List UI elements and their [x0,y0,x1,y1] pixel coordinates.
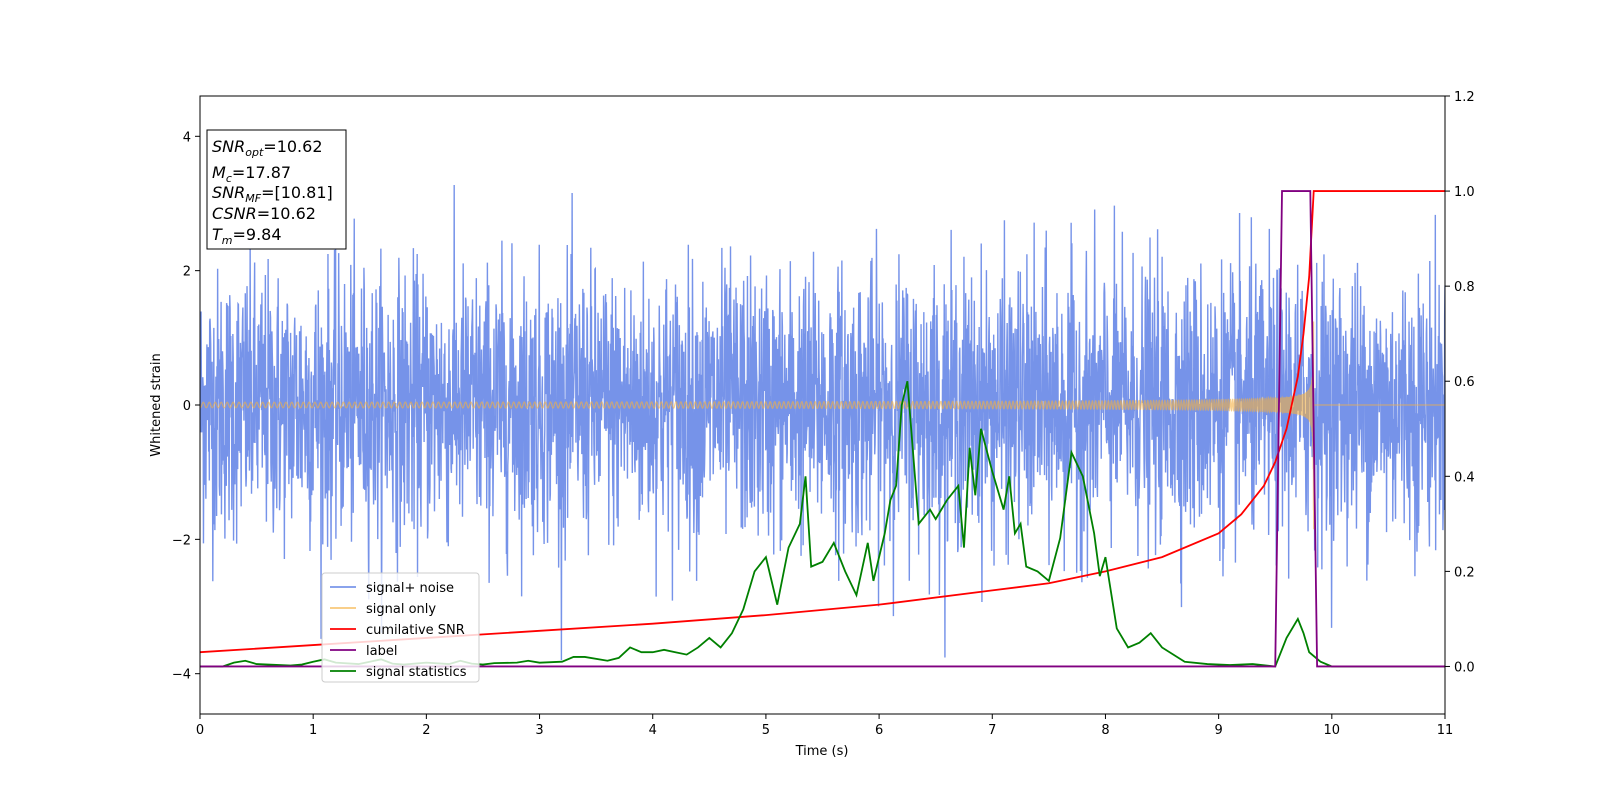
x-tick-label: 7 [988,723,996,738]
x-tick-label: 8 [1101,723,1109,738]
legend-frame [321,572,480,683]
x-tick-label: 2 [422,723,430,738]
legend-label: signal only [366,602,436,617]
y-right-tick-label: 0.2 [1454,565,1475,580]
legend-label: label [366,644,397,659]
info-line: Tm=9.84 [212,225,282,247]
y-right-tick-label: 1.0 [1454,185,1475,200]
legend: signal+ noise signal only cumilative SNR la… [321,572,480,683]
series-signal-only [200,321,1445,530]
info-box: SNRopt=10.62 Mc=17.87SNRMF=[10.81]CSNR=10… [206,129,347,250]
y-right-tick-label: 0.8 [1454,280,1475,295]
y-tick-label: 2 [183,265,191,280]
y-axis-label: Whitened strain [149,353,164,456]
info-line: SNRMF=[10.81] [212,183,333,205]
x-tick-label: 0 [196,723,204,738]
x-axis-label: Time (s) [795,744,849,759]
y-tick-label: −4 [172,668,191,683]
info-line: Mc=17.87 [212,163,291,185]
x-tick-label: 11 [1437,723,1454,738]
info-line: SNRopt=10.62 [212,137,323,159]
x-tick-label: 10 [1324,723,1341,738]
x-tick-label: 4 [649,723,657,738]
y-right-tick-label: 1.2 [1454,90,1475,105]
x-tick-label: 6 [875,723,883,738]
legend-label: signal statistics [366,665,467,680]
x-tick-label: 1 [309,723,317,738]
series-signal-noise [200,184,1445,661]
info-box-frame [206,129,347,250]
x-tick-label: 5 [762,723,770,738]
legend-label: cumilative SNR [366,623,465,638]
x-tick-label: 9 [1214,723,1222,738]
x-tick-label: 3 [535,723,543,738]
y-tick-label: 4 [183,130,191,145]
axes-layer: 0 1 2 3 4 5 6 7 8 9 10 11 −4 −2 0 2 4 0.0 0.2 0.4 0.6 0.8 1.0 1… [172,90,1475,738]
info-line: CSNR=10.62 [212,204,316,223]
y-tick-label: −2 [172,533,191,548]
series-label [200,190,1445,668]
legend-label: signal+ noise [366,581,454,596]
y-right-tick-label: 0.4 [1454,470,1475,485]
y-right-tick-label: 0.0 [1454,660,1475,675]
y-tick-label: 0 [183,399,191,414]
y-right-tick-label: 0.6 [1454,375,1475,390]
